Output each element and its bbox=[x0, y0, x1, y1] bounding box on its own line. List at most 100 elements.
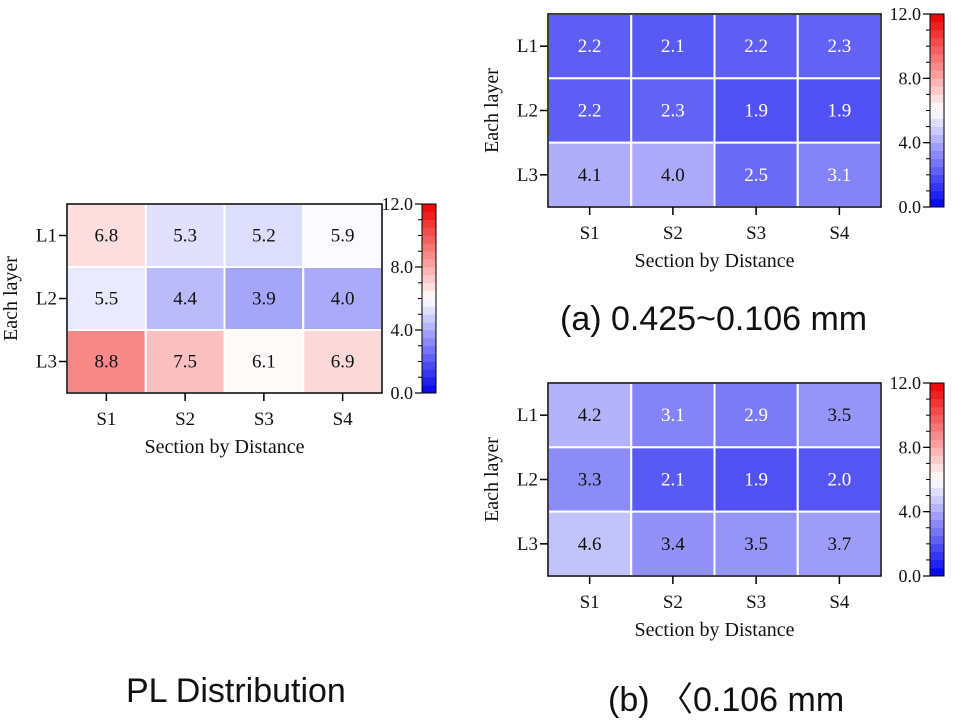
a-cell-r1-c0 bbox=[547, 77, 633, 144]
a-ytick-label-0: L1 bbox=[517, 36, 538, 57]
pl-colorbar-seg-21 bbox=[422, 219, 436, 228]
a-colorbar-seg-0 bbox=[930, 198, 944, 208]
pl-colorbar-seg-12 bbox=[422, 290, 436, 299]
b-colorbar-seg-1 bbox=[930, 559, 944, 569]
a-colorbar-seg-1 bbox=[930, 190, 944, 200]
a-ytick-label-2: L3 bbox=[517, 165, 538, 186]
pl-colorbar-seg-11 bbox=[422, 298, 436, 307]
b-x-axis-title: Section by Distance bbox=[635, 619, 795, 641]
a-colorbar-tick-label-3: 12.0 bbox=[890, 4, 922, 24]
pl-cell-label-r2-c1: 7.5 bbox=[173, 352, 197, 373]
a-cell-label-r1-c1: 2.3 bbox=[661, 101, 685, 122]
a-cell-r1-c3 bbox=[796, 77, 882, 144]
b-colorbar-tick-label-2: 8.0 bbox=[899, 437, 922, 457]
a-cell-label-r0-c0: 2.2 bbox=[578, 36, 602, 57]
b-cell-label-r2-c3: 3.7 bbox=[828, 534, 852, 555]
pl-y-axis-title: Each layer bbox=[0, 256, 22, 341]
b-colorbar-seg-2 bbox=[930, 551, 944, 561]
a-colorbar-seg-12 bbox=[930, 102, 944, 111]
a-cell-label-r0-c1: 2.1 bbox=[661, 36, 685, 57]
b-colorbar-seg-18 bbox=[930, 423, 944, 432]
b-cell-r2-c3 bbox=[796, 510, 882, 577]
a-cell-label-r0-c2: 2.2 bbox=[744, 36, 768, 57]
b-y-axis-title: Each layer bbox=[481, 437, 503, 522]
a-colorbar-seg-18 bbox=[930, 54, 944, 63]
b-ytick-label-2: L3 bbox=[517, 534, 538, 555]
b-xtick-label-1: S2 bbox=[663, 592, 683, 613]
b-xtick-label-2: S3 bbox=[746, 592, 766, 613]
b-colorbar-seg-8 bbox=[930, 503, 944, 512]
a-cell-label-r1-c2: 1.9 bbox=[744, 101, 768, 122]
b-ytick-label-0: L1 bbox=[517, 405, 538, 426]
b-cell-label-r1-c1: 2.1 bbox=[661, 470, 685, 491]
b-cell-label-r2-c2: 3.5 bbox=[744, 534, 768, 555]
pl-cell-label-r1-c3: 4.0 bbox=[331, 289, 355, 310]
pl-cell-label-r0-c3: 5.9 bbox=[331, 226, 355, 247]
pl-ytick-label-2: L3 bbox=[36, 352, 57, 373]
a-colorbar-seg-11 bbox=[930, 110, 944, 119]
pl-colorbar-seg-14 bbox=[422, 274, 436, 284]
pl-cell-label-r0-c2: 5.2 bbox=[252, 226, 276, 247]
b-cell-label-r0-c0: 4.2 bbox=[578, 405, 602, 426]
a-xtick-label-0: S1 bbox=[580, 223, 600, 244]
b-cell-r1-c3 bbox=[796, 446, 882, 513]
pl-colorbar-seg-4 bbox=[422, 353, 436, 362]
a-cell-label-r2-c2: 2.5 bbox=[744, 165, 768, 186]
b-cell-r2-c1 bbox=[630, 510, 716, 577]
a-colorbar-seg-21 bbox=[930, 30, 944, 39]
a-colorbar-seg-19 bbox=[930, 46, 944, 55]
pl-colorbar-seg-9 bbox=[422, 314, 436, 323]
a-cell-label-r2-c0: 4.1 bbox=[578, 165, 602, 186]
a-colorbar-seg-8 bbox=[930, 134, 944, 143]
a-cell-r0-c0 bbox=[547, 13, 633, 80]
b-colorbar-seg-10 bbox=[930, 487, 944, 496]
a-cell-label-r0-c3: 2.3 bbox=[828, 36, 852, 57]
a-cell-r0-c2 bbox=[713, 13, 799, 80]
a-colorbar-seg-20 bbox=[930, 38, 944, 47]
pl-colorbar-seg-17 bbox=[422, 251, 436, 260]
b-cell-label-r2-c0: 4.6 bbox=[578, 534, 602, 555]
a-colorbar-seg-5 bbox=[930, 158, 944, 168]
a-colorbar-seg-7 bbox=[930, 142, 944, 152]
b-cell-r0-c2 bbox=[713, 382, 799, 449]
b-colorbar-seg-17 bbox=[930, 431, 944, 440]
a-colorbar-seg-4 bbox=[930, 166, 944, 176]
pl-colorbar-tick-label-0: 0.0 bbox=[391, 383, 414, 403]
b-ytick-label-1: L2 bbox=[517, 470, 538, 491]
pl-cell-r2-c1 bbox=[144, 329, 226, 394]
a-colorbar-seg-9 bbox=[930, 126, 944, 135]
a-colorbar-seg-10 bbox=[930, 118, 944, 127]
b-colorbar-tick-label-3: 12.0 bbox=[890, 373, 922, 393]
pl-cell-r2-c3 bbox=[302, 329, 383, 394]
pl-colorbar-seg-20 bbox=[422, 227, 436, 236]
a-colorbar-seg-3 bbox=[930, 174, 944, 184]
a-caption: (a) 0.425~0.106 mm bbox=[560, 300, 868, 338]
a-x-axis-title: Section by Distance bbox=[635, 250, 795, 272]
pl-colorbar-seg-0 bbox=[422, 385, 436, 394]
pl-x-axis-title: Section by Distance bbox=[145, 436, 305, 458]
a-colorbar-seg-2 bbox=[930, 182, 944, 192]
a-cell-r0-c1 bbox=[630, 13, 716, 80]
b-colorbar-seg-6 bbox=[930, 519, 944, 529]
pl-colorbar-seg-8 bbox=[422, 322, 436, 331]
b-colorbar-seg-19 bbox=[930, 415, 944, 424]
b-colorbar-seg-9 bbox=[930, 495, 944, 504]
pl-colorbar-tick-label-1: 4.0 bbox=[391, 320, 414, 340]
b-colorbar-seg-13 bbox=[930, 463, 944, 472]
b-cell-label-r2-c1: 3.4 bbox=[661, 534, 685, 555]
pl-colorbar-tick-label-3: 12.0 bbox=[382, 194, 414, 214]
pl-colorbar-seg-6 bbox=[422, 337, 436, 347]
pl-colorbar-seg-13 bbox=[422, 282, 436, 291]
b-cell-label-r0-c3: 3.5 bbox=[828, 405, 852, 426]
a-ytick-label-1: L2 bbox=[517, 101, 538, 122]
b-cell-label-r0-c1: 3.1 bbox=[661, 405, 685, 426]
pl-colorbar-seg-1 bbox=[422, 377, 436, 386]
b-colorbar-seg-20 bbox=[930, 407, 944, 416]
b-colorbar-tick-label-0: 0.0 bbox=[899, 566, 922, 586]
pl-colorbar-seg-18 bbox=[422, 243, 436, 252]
b-colorbar-seg-12 bbox=[930, 471, 944, 480]
b-xtick-label-0: S1 bbox=[580, 592, 600, 613]
a-colorbar-seg-17 bbox=[930, 62, 944, 71]
a-xtick-label-2: S3 bbox=[746, 223, 766, 244]
